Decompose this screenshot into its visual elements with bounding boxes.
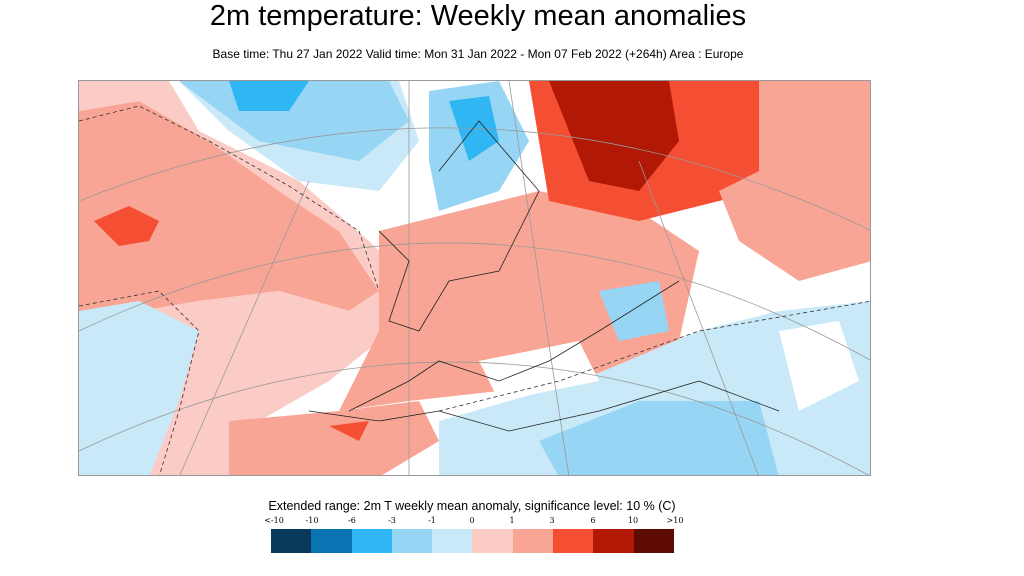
legend-swatch	[472, 529, 513, 553]
legend-label: -1	[428, 516, 436, 525]
legend-label: 6	[590, 516, 596, 525]
map-svg	[79, 81, 870, 475]
legend-label: >10	[666, 516, 684, 525]
legend-label: 3	[549, 516, 555, 525]
legend-swatch	[391, 529, 433, 553]
anomaly-map	[78, 80, 871, 476]
legend-swatch	[593, 529, 634, 553]
legend-label: 1	[509, 516, 515, 525]
legend-labels: <-10 -10 -6 -3 -1 0 1 3 6 10 >10	[0, 516, 1024, 528]
legend-label: -6	[348, 516, 356, 525]
page-title: 2m temperature: Weekly mean anomalies	[209, 0, 747, 32]
coastlines	[308, 120, 780, 432]
legend-swatch	[311, 529, 352, 553]
legend-swatch	[351, 529, 392, 553]
legend-swatch	[553, 529, 594, 553]
anomaly-fields	[79, 81, 870, 475]
legend-label: <-10	[264, 516, 284, 525]
legend-colorbar	[271, 529, 674, 553]
graticule	[79, 81, 870, 475]
legend-title: Extended range: 2m T weekly mean anomaly…	[268, 499, 676, 513]
legend-swatch	[633, 529, 674, 553]
subtitle: Base time: Thu 27 Jan 2022 Valid time: M…	[212, 47, 744, 61]
legend-swatch	[432, 529, 473, 553]
legend-label: -10	[305, 516, 319, 525]
legend-label: 10	[627, 516, 639, 525]
legend-label: 0	[469, 516, 475, 525]
legend-label: -3	[388, 516, 396, 525]
legend-swatch	[512, 529, 554, 553]
significance-contours	[79, 105, 870, 475]
legend-swatch	[271, 529, 312, 553]
